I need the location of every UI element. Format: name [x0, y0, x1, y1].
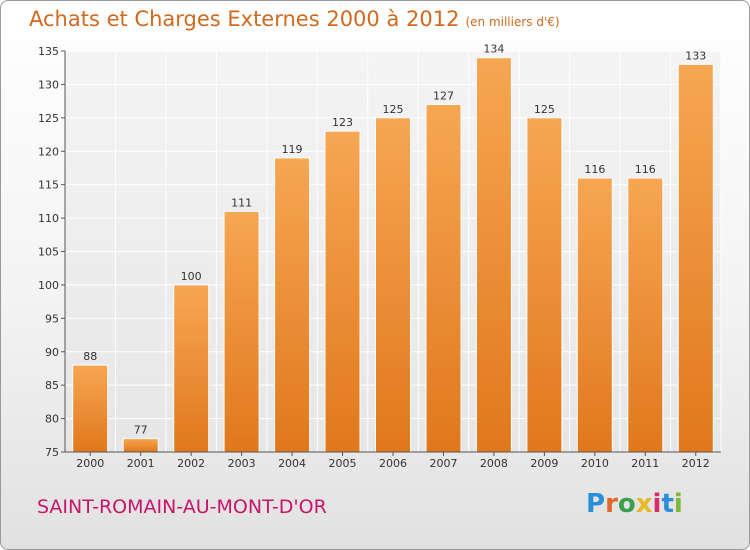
x-tick-label: 2012 — [682, 457, 710, 470]
x-tick-label: 2003 — [228, 457, 256, 470]
y-tick-label: 95 — [45, 312, 59, 325]
y-tick-label: 75 — [45, 446, 59, 459]
x-tick-label: 2009 — [530, 457, 558, 470]
y-tick-label: 85 — [45, 379, 59, 392]
bar-value-label: 77 — [134, 424, 148, 437]
bar-value-label: 116 — [635, 163, 656, 176]
x-tick-label: 2001 — [127, 457, 155, 470]
bar-value-label: 133 — [685, 49, 706, 62]
bar-value-label: 125 — [534, 103, 555, 116]
logo-letter: o — [617, 489, 636, 519]
proxiti-logo: Proxiti — [586, 489, 683, 519]
logo-letter: i — [652, 489, 662, 519]
bar — [324, 130, 361, 453]
bar — [274, 157, 311, 453]
x-tick-label: 2006 — [379, 457, 407, 470]
y-tick-label: 110 — [38, 212, 59, 225]
bar-value-label: 111 — [231, 196, 252, 209]
bar — [173, 284, 210, 453]
bar — [72, 364, 109, 453]
bar-value-label: 100 — [181, 270, 202, 283]
y-tick-label: 135 — [38, 45, 59, 58]
x-tick-label: 2007 — [429, 457, 457, 470]
title-unit: (en milliers d'€) — [465, 15, 560, 29]
bar — [677, 63, 714, 453]
y-tick-label: 90 — [45, 346, 59, 359]
bar-value-label: 134 — [483, 43, 504, 56]
y-tick-label: 115 — [38, 179, 59, 192]
bar — [526, 117, 563, 453]
x-tick-label: 2010 — [581, 457, 609, 470]
bar-value-label: 127 — [433, 89, 454, 102]
bar — [375, 117, 411, 453]
bar-value-label: 116 — [584, 163, 605, 176]
bar — [576, 177, 613, 453]
bar — [627, 177, 664, 453]
x-tick-label: 2008 — [480, 457, 508, 470]
title-main: Achats et Charges Externes 2000 à 2012 — [29, 7, 460, 31]
logo-letter: P — [586, 489, 606, 519]
bar-value-label: 119 — [282, 143, 303, 156]
x-tick-label: 2000 — [76, 457, 104, 470]
logo-letter: t — [661, 489, 674, 519]
logo-letter: x — [635, 489, 653, 519]
x-tick-label: 2011 — [631, 457, 659, 470]
logo-letter: r — [605, 489, 618, 519]
axis-layer: 75 80 85 90 95 100 105 110 115 120 125 130 135 2000 20… — [38, 45, 721, 470]
bar — [122, 438, 159, 453]
x-tick-label: 2002 — [177, 457, 205, 470]
y-tick-label: 125 — [38, 112, 59, 125]
y-tick-label: 130 — [38, 78, 59, 91]
y-tick-label: 120 — [38, 145, 59, 158]
bar — [425, 104, 462, 453]
commune-name: SAINT-ROMAIN-AU-MONT-D'OR — [37, 496, 327, 518]
bar-value-label: 125 — [383, 103, 404, 116]
x-tick-label: 2005 — [329, 457, 357, 470]
chart-title: Achats et Charges Externes 2000 à 2012 (e… — [29, 7, 560, 31]
x-tick-label: 2004 — [278, 457, 306, 470]
y-tick-label: 105 — [38, 246, 59, 259]
bar — [223, 210, 260, 453]
y-tick-label: 100 — [38, 279, 59, 292]
bar-layer: 88 77 100 111 119 123 125 127 134 125 116 116 133 — [72, 43, 714, 453]
bar-value-label: 123 — [332, 116, 353, 129]
y-tick-label: 80 — [45, 413, 59, 426]
logo-letter: i — [673, 489, 683, 519]
bar-value-label: 88 — [83, 350, 97, 363]
bar — [475, 57, 512, 453]
